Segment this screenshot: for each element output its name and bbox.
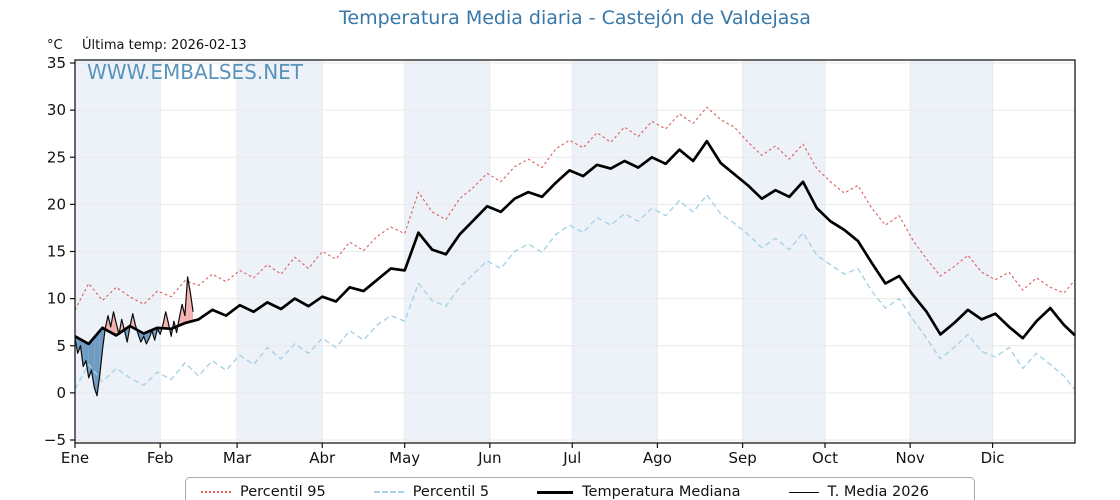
legend-item-label: Temperatura Mediana	[582, 484, 741, 500]
fill-below-segment	[94, 334, 97, 396]
legend-item-temperatura-mediana: Temperatura Mediana	[537, 484, 741, 500]
legend-marker-solid-thick	[537, 490, 574, 494]
legend: Percentil 95 Percentil 5 Temperatura Media…	[185, 477, 975, 500]
y-tick-label: 0	[56, 384, 66, 402]
x-tick-label: Ene	[61, 449, 89, 467]
fill-below-segment	[146, 331, 150, 344]
y-tick-label: 10	[47, 290, 66, 308]
y-tick-label: 20	[47, 195, 66, 213]
x-tick-label: Abr	[309, 449, 336, 467]
y-tick-label: 25	[47, 148, 66, 166]
y-tick-label: −5	[44, 431, 66, 449]
x-tick-label: May	[389, 449, 420, 467]
legend-marker-dashed	[373, 491, 404, 493]
legend-marker-solid	[788, 491, 819, 493]
fill-below-segment	[77, 337, 81, 354]
chart-title: Temperatura Media diaria - Castejón de V…	[339, 7, 811, 29]
x-tick-label: Mar	[223, 449, 252, 467]
watermark: WWW.EMBALSES.NET	[87, 60, 304, 84]
x-tick-label: Sep	[728, 449, 756, 467]
y-tick-label: 30	[47, 101, 66, 119]
legend-item-label: T. Media 2026	[827, 484, 929, 500]
y-tick-label: 5	[56, 337, 66, 355]
y-tick-label: 15	[47, 243, 66, 261]
series-temperatura-mediana-line	[74, 139, 1076, 346]
y-tick-label: 35	[47, 54, 66, 72]
fill-above-segment	[187, 276, 191, 323]
x-tick-label: Oct	[812, 449, 838, 467]
series-percentil-5-line	[74, 194, 1076, 391]
series-percentil-95-line	[74, 106, 1076, 311]
x-tick-label: Dic	[981, 449, 1005, 467]
x-tick-label: Ago	[643, 449, 672, 467]
x-tick-label: Jun	[477, 449, 501, 467]
x-tick-label: Nov	[896, 449, 925, 467]
fill-below-segment	[91, 337, 95, 388]
legend-item-label: Percentil 95	[240, 484, 326, 500]
fill-below-segment	[88, 340, 92, 378]
legend-item-label: Percentil 5	[412, 484, 490, 500]
legend-marker-dotted	[201, 491, 231, 493]
series-t-media-2026-line	[74, 276, 194, 397]
fill-below-segment	[83, 340, 86, 367]
fill-below-segment	[86, 342, 89, 378]
legend-item-percentil-5: Percentil 5	[373, 484, 490, 500]
fill-above-segment	[113, 311, 117, 336]
y-axis-unit-label: °C	[47, 38, 63, 53]
legend-item-t-media-2026: T. Media 2026	[788, 484, 929, 500]
last-temp-label: Última temp: 2026-02-13	[82, 38, 247, 53]
x-tick-label: Feb	[147, 449, 174, 467]
x-tick-label: Jul	[562, 449, 581, 467]
legend-item-percentil-95: Percentil 95	[201, 484, 326, 500]
